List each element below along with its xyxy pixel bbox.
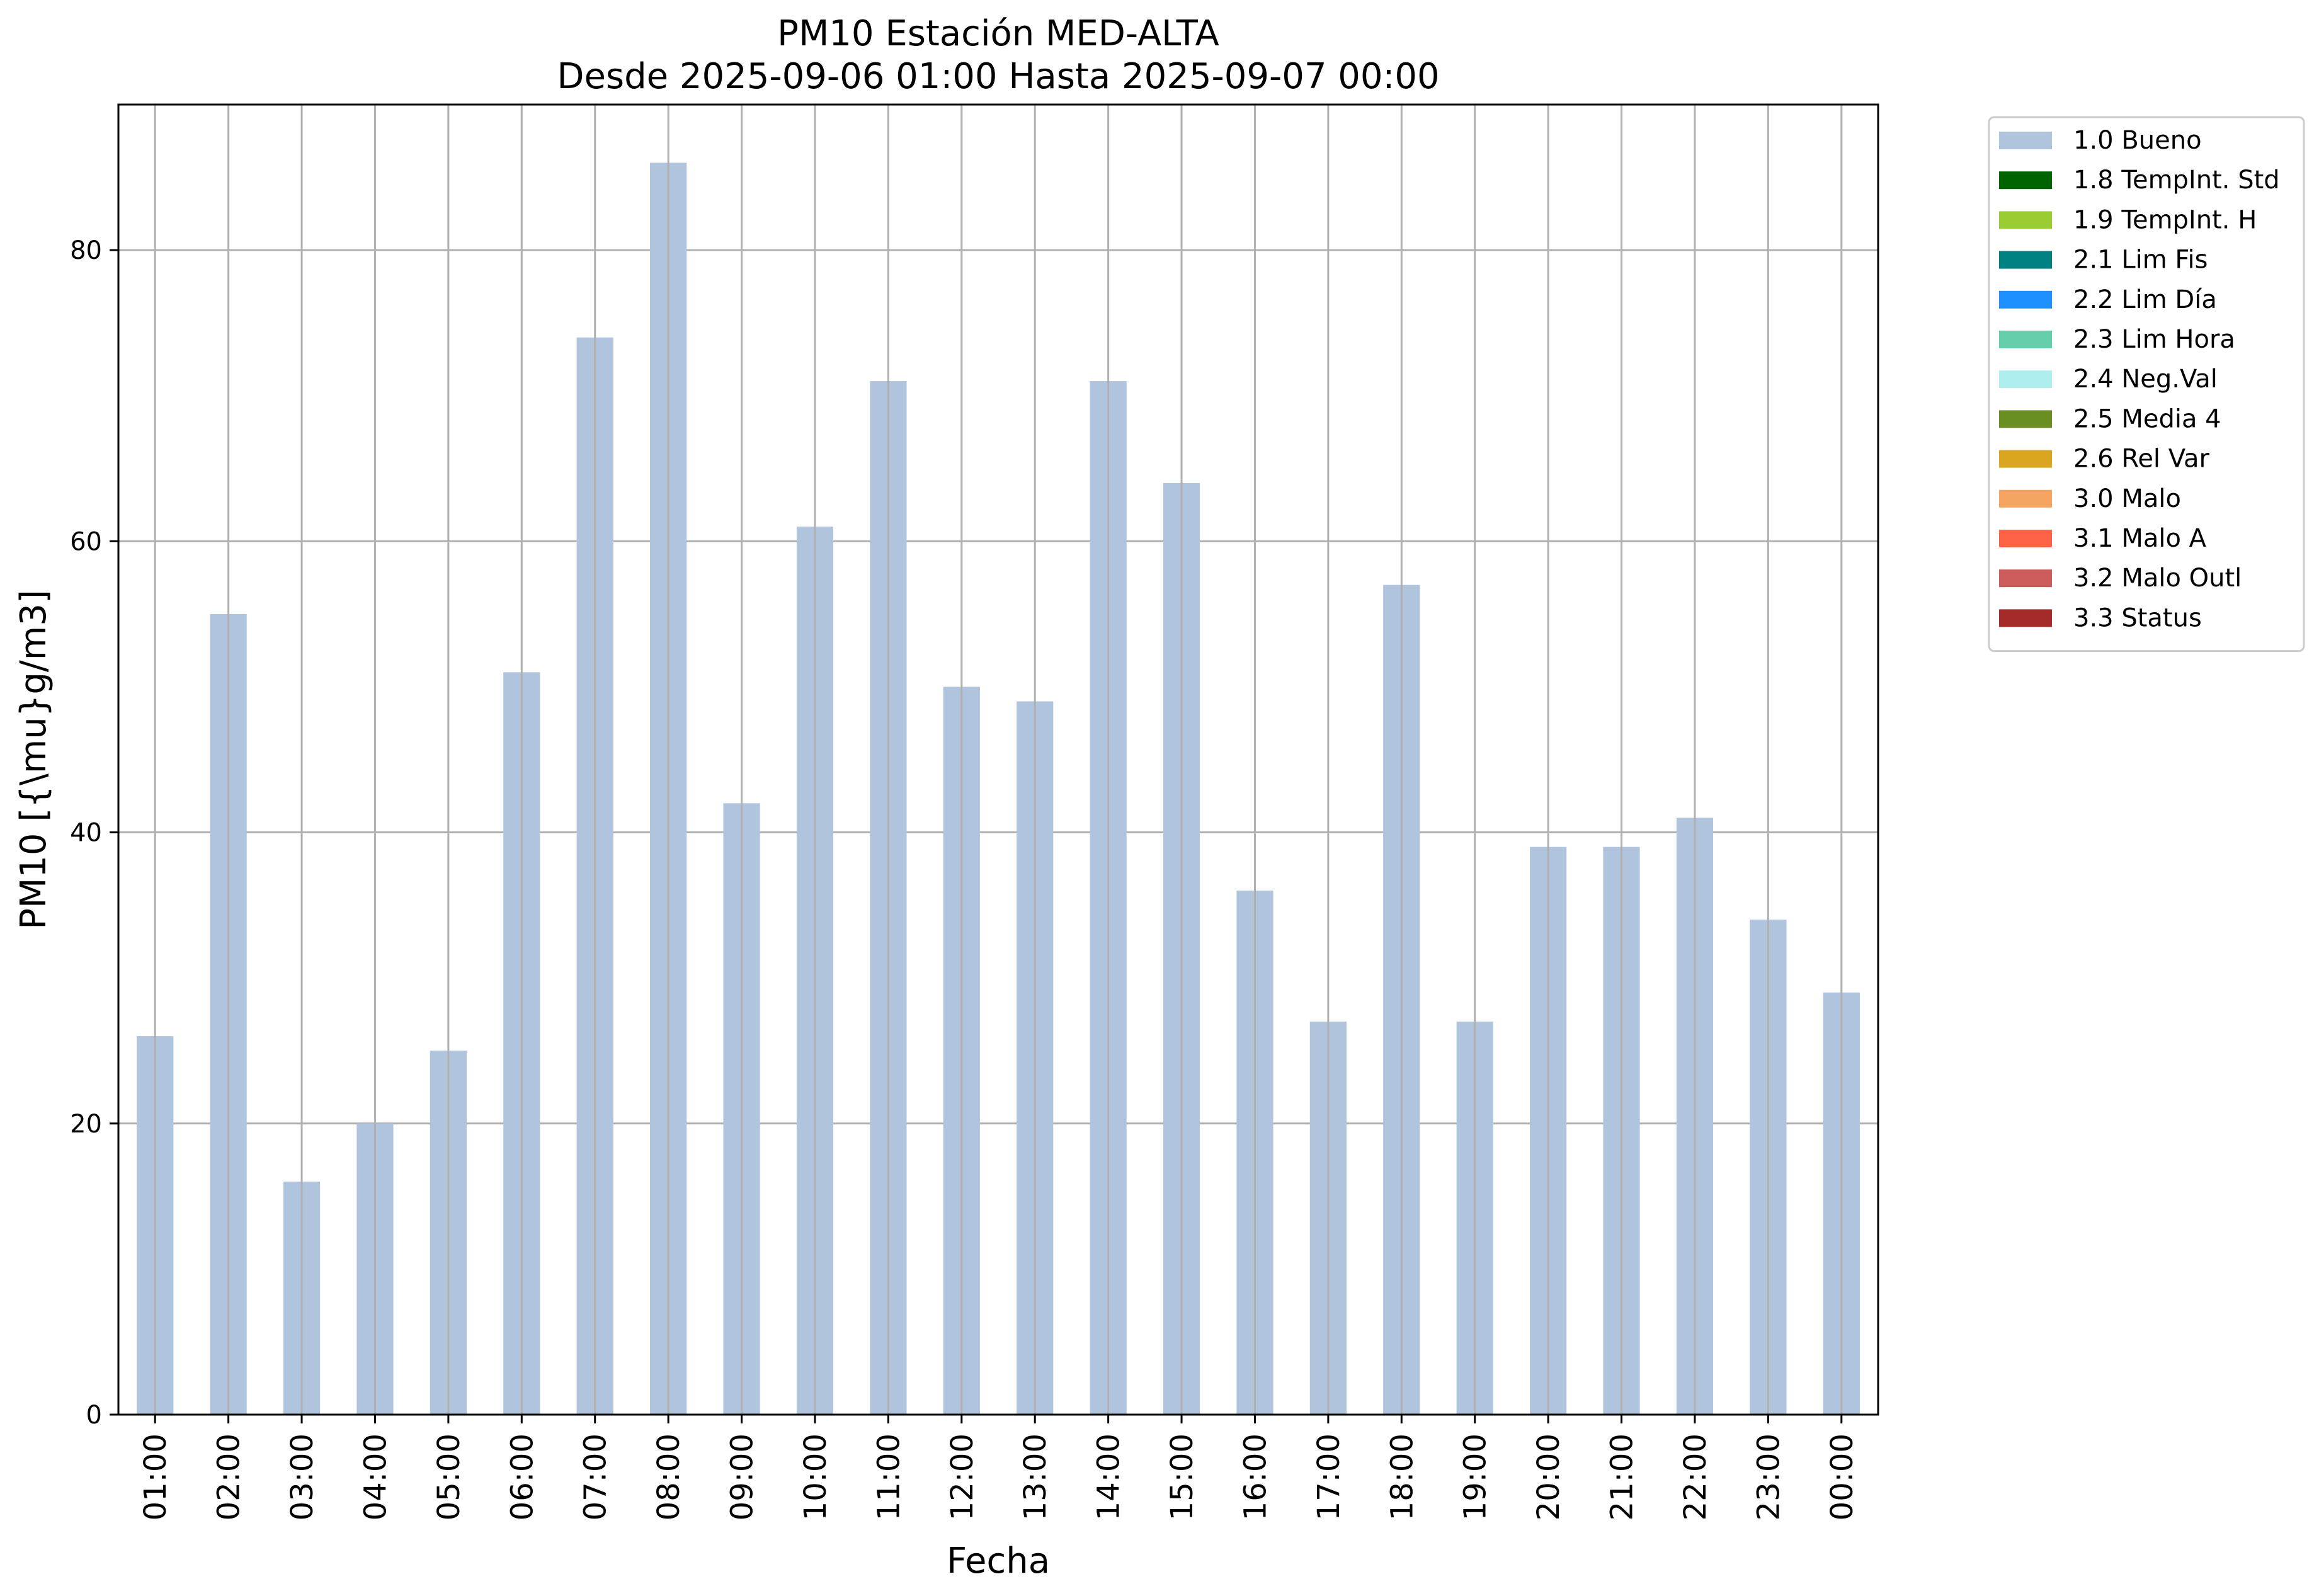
chart-title-line2: Desde 2025-09-06 01:00 Hasta 2025-09-07 … <box>557 56 1439 97</box>
x-tick-label: 11:00 <box>871 1434 906 1520</box>
legend-label: 2.2 Lim Día <box>2073 285 2217 314</box>
x-tick-label: 08:00 <box>651 1434 687 1520</box>
chart-title-line1: PM10 Estación MED-ALTA <box>777 13 1219 54</box>
x-tick-label: 06:00 <box>504 1434 540 1520</box>
legend-swatch <box>1999 132 2052 149</box>
y-tick-label: 40 <box>70 819 102 848</box>
legend-label: 2.4 Neg.Val <box>2073 365 2218 394</box>
legend-swatch <box>1999 171 2052 190</box>
x-tick-label: 22:00 <box>1678 1434 1713 1520</box>
legend-label: 3.1 Malo A <box>2073 524 2207 553</box>
legend-swatch <box>1999 450 2052 468</box>
legend-label: 1.9 TempInt. H <box>2073 205 2257 234</box>
legend-swatch <box>1999 290 2052 309</box>
x-tick-label: 14:00 <box>1091 1434 1127 1520</box>
plot-frame <box>117 103 1879 1416</box>
x-tick-label: 16:00 <box>1238 1434 1273 1520</box>
legend-swatch <box>1999 331 2052 348</box>
legend: 1.0 Bueno 1.8 TempInt. Std 1.9 TempInt. H 2… <box>1988 116 2305 653</box>
x-tick-label: 15:00 <box>1165 1434 1200 1520</box>
legend-label: 3.0 Malo <box>2073 484 2181 513</box>
x-tick-label: 17:00 <box>1311 1434 1347 1520</box>
x-tick-label: 07:00 <box>578 1434 613 1520</box>
x-tick-label: 18:00 <box>1384 1434 1420 1520</box>
legend-frame <box>1988 116 2305 653</box>
y-axis-label: PM10 [{\mu}g/m3] <box>13 590 54 930</box>
x-tick-label: 23:00 <box>1751 1434 1786 1520</box>
x-ticks: 01:00 02:00 03:00 04:00 05:00 06:00 07:00 08:00… <box>138 1415 1860 1520</box>
y-ticks: 0 20 40 60 80 <box>70 236 118 1430</box>
legend-swatch <box>1999 370 2052 389</box>
x-tick-label: 03:00 <box>285 1434 320 1520</box>
x-tick-label: 13:00 <box>1018 1434 1053 1520</box>
vertical-grid-lines <box>154 105 1843 1415</box>
bars <box>137 162 1860 1415</box>
x-tick-label: 20:00 <box>1531 1434 1566 1520</box>
x-tick-label: 05:00 <box>431 1434 467 1520</box>
x-tick-label: 10:00 <box>798 1434 833 1520</box>
legend-swatch <box>1999 569 2052 588</box>
legend-swatch <box>1999 211 2052 229</box>
legend-label: 2.3 Lim Hora <box>2073 325 2235 354</box>
y-tick-label: 80 <box>70 236 102 265</box>
y-tick-label: 20 <box>70 1110 102 1139</box>
legend-swatch <box>1999 489 2052 508</box>
y-tick-label: 0 <box>86 1401 102 1430</box>
legend-label: 1.8 TempInt. Std <box>2073 166 2280 195</box>
legend-label: 3.3 Status <box>2073 603 2202 632</box>
legend-swatch <box>1999 251 2052 269</box>
x-tick-label: 01:00 <box>138 1434 173 1520</box>
x-tick-label: 00:00 <box>1825 1434 1860 1520</box>
x-tick-label: 09:00 <box>725 1434 760 1520</box>
x-tick-label: 19:00 <box>1458 1434 1493 1520</box>
x-axis-label: Fecha <box>947 1541 1050 1582</box>
legend-label: 3.2 Malo Outl <box>2073 564 2242 593</box>
legend-label: 2.6 Rel Var <box>2073 445 2210 474</box>
y-tick-label: 60 <box>70 527 102 556</box>
x-tick-label: 02:00 <box>212 1434 247 1520</box>
x-tick-label: 04:00 <box>358 1434 393 1520</box>
x-tick-label: 12:00 <box>945 1434 980 1520</box>
legend-label: 2.5 Media 4 <box>2073 404 2221 433</box>
legend-label: 1.0 Bueno <box>2073 126 2202 155</box>
x-tick-label: 21:00 <box>1605 1434 1640 1520</box>
legend-label: 2.1 Lim Fis <box>2073 246 2208 275</box>
legend-swatch <box>1999 410 2052 428</box>
legend-swatch <box>1999 609 2052 627</box>
legend-swatch <box>1999 530 2052 547</box>
